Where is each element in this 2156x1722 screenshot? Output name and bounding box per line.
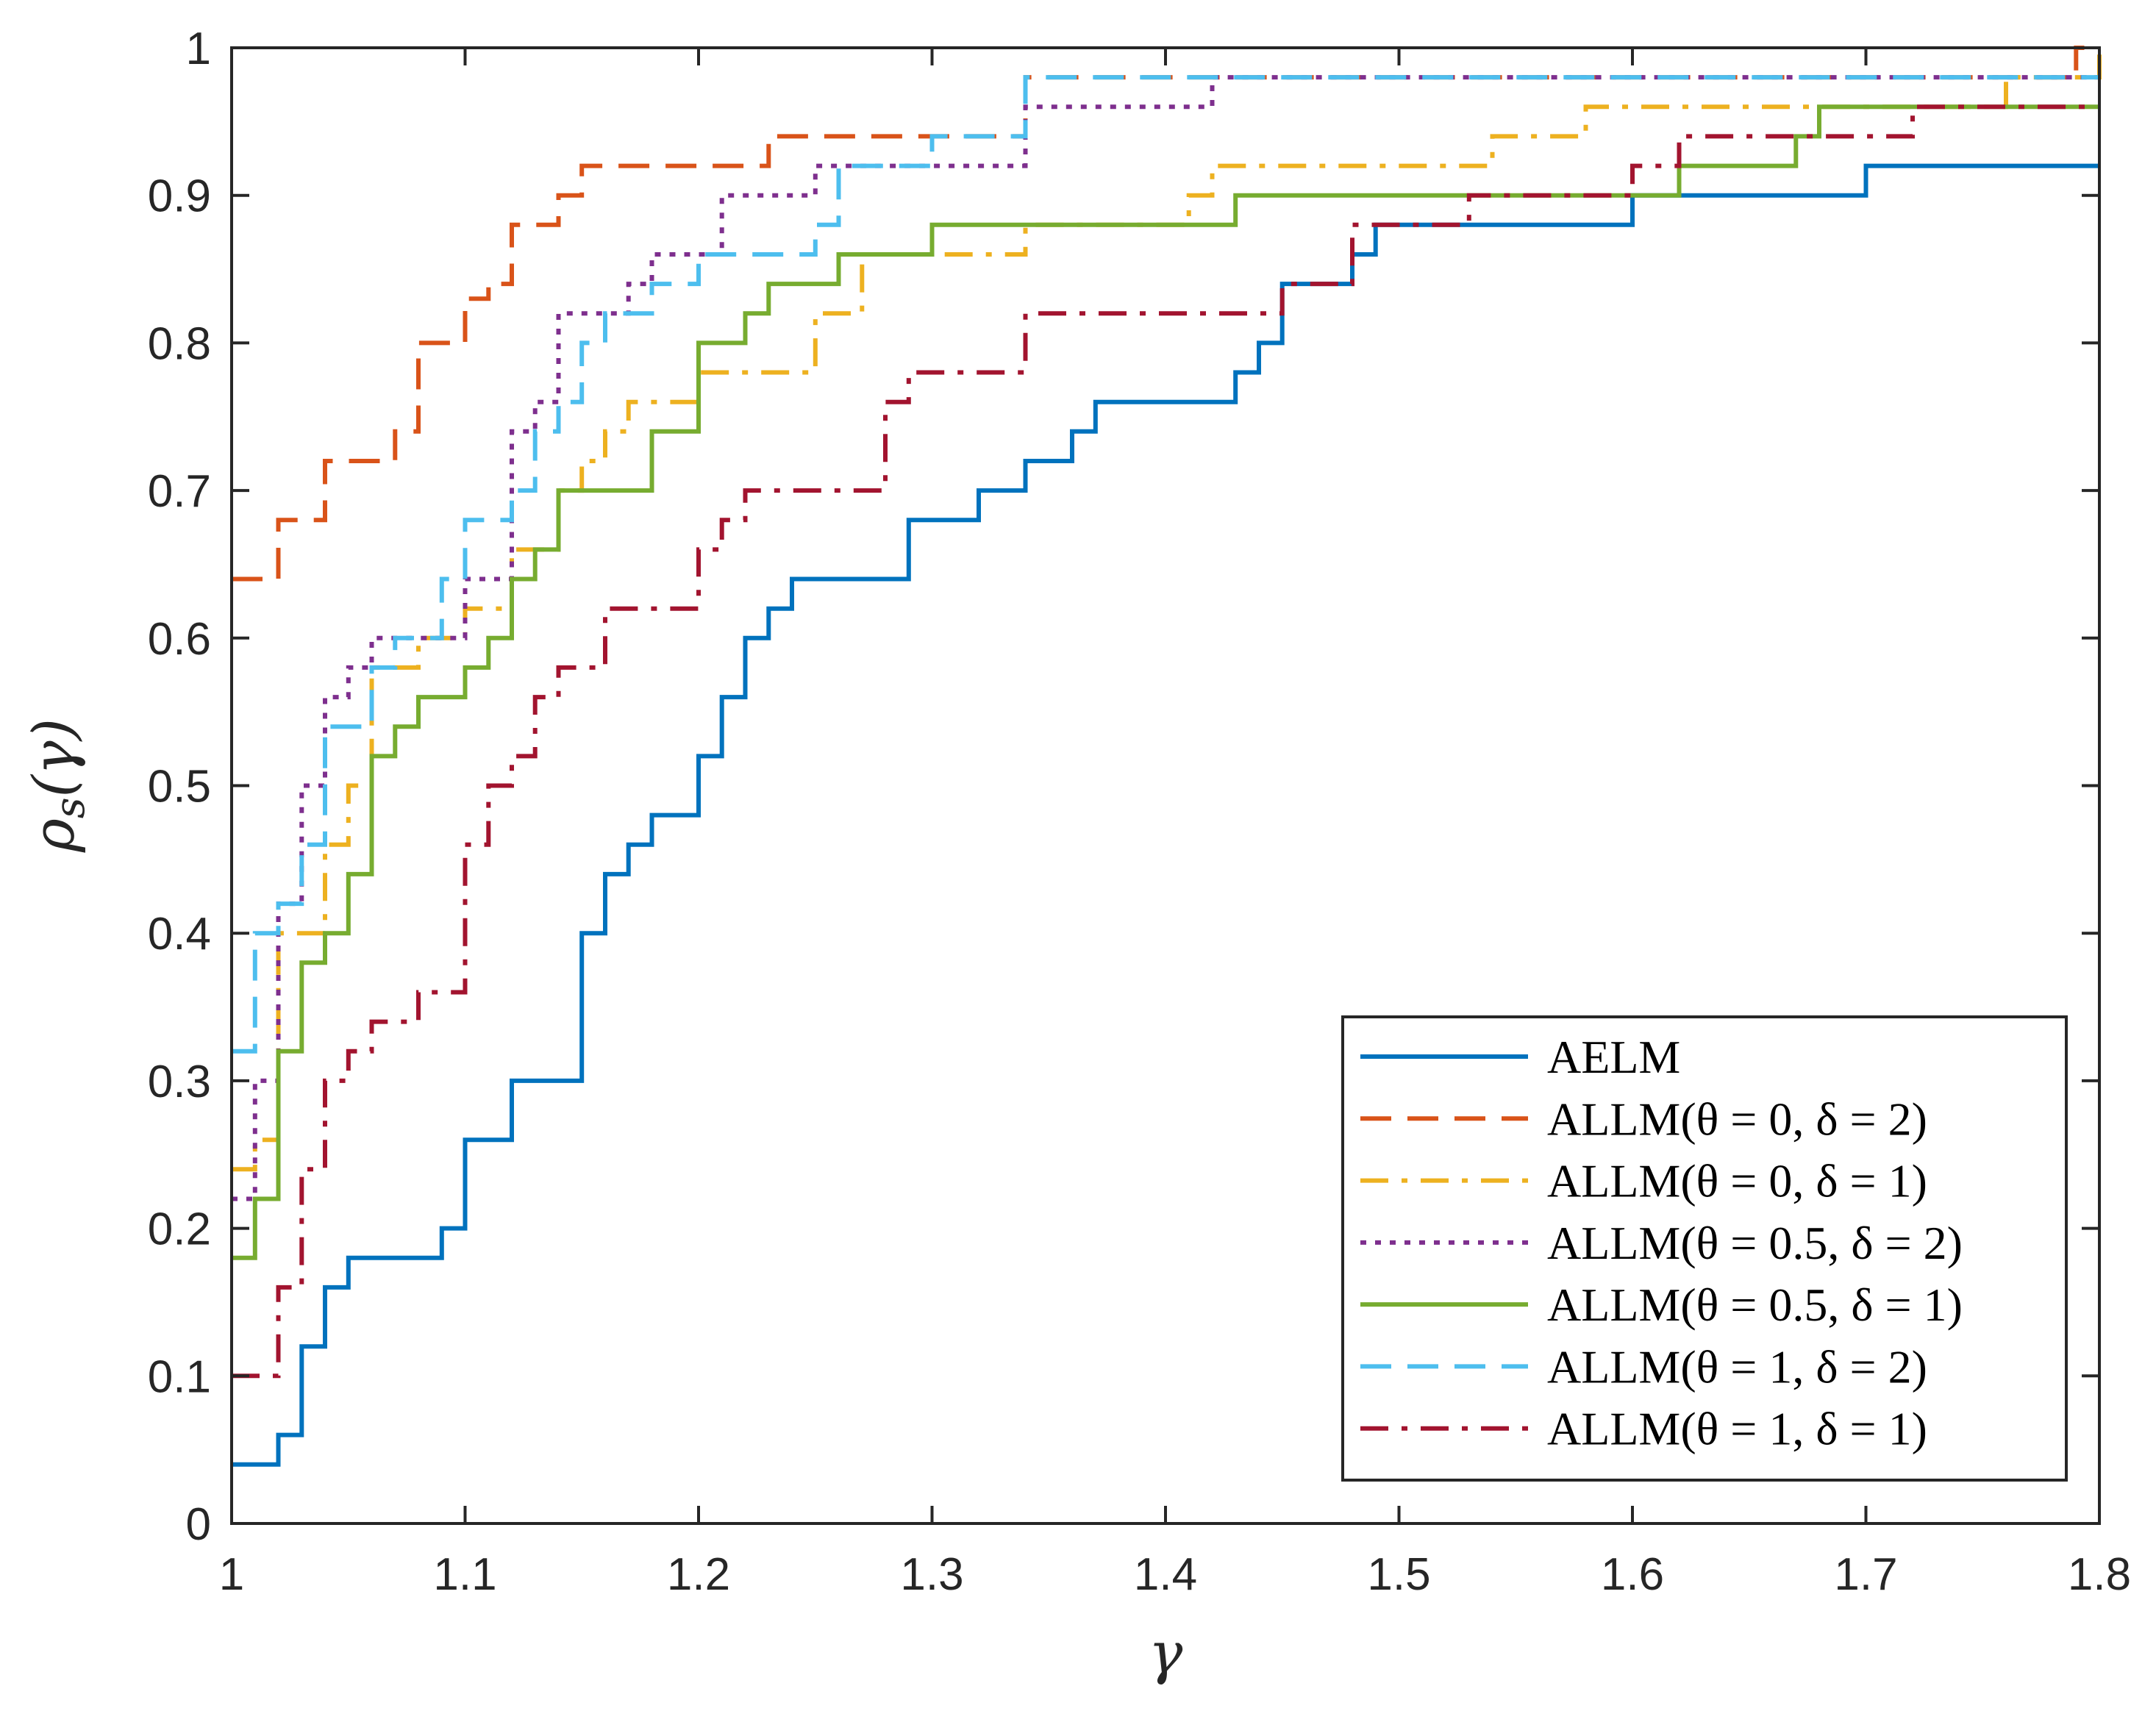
legend-label-4: ALLM(θ = 0.5, δ = 2) (1547, 1217, 1963, 1269)
legend-label-5: ALLM(θ = 0.5, δ = 1) (1547, 1279, 1963, 1331)
y-tick-label: 0.2 (148, 1204, 211, 1255)
x-tick-label: 1.4 (1134, 1549, 1197, 1600)
x-tick-label: 1.3 (900, 1549, 963, 1600)
y-tick-label: 0.5 (148, 762, 211, 812)
series-line-5 (232, 104, 2099, 1260)
x-tick-label: 1 (219, 1549, 244, 1600)
y-tick-label: 0.4 (148, 909, 211, 960)
y-tick-label: 0.8 (148, 318, 211, 369)
x-tick-label: 1.8 (2068, 1549, 2131, 1600)
y-tick-label: 0.1 (148, 1351, 211, 1402)
series-line-3 (232, 48, 2102, 1172)
y-tick-label: 1 (186, 24, 211, 74)
y-tick-label: 0.6 (148, 614, 211, 665)
x-tick-label: 1.7 (1834, 1549, 1897, 1600)
ticks-layer: 1 1.1 1.2 1.3 1.4 1.5 1.6 1.7 1.8 0 0.1 0.2 0.3 0.4 0.… (148, 24, 2131, 1600)
legend-label-1: AELM (1547, 1031, 1680, 1083)
y-tick-label: 0.3 (148, 1057, 211, 1107)
y-tick-label: 0.9 (148, 171, 211, 222)
x-tick-label: 1.6 (1601, 1549, 1664, 1600)
legend-label-7: ALLM(θ = 1, δ = 1) (1547, 1403, 1927, 1455)
y-axis-label: ρs(γ) (21, 718, 94, 853)
series-line-6 (232, 75, 2099, 1054)
x-tick-label: 1.2 (667, 1549, 730, 1600)
x-tick-label: 1.1 (433, 1549, 496, 1600)
legend-label-3: ALLM(θ = 0, δ = 1) (1547, 1155, 1927, 1207)
series-line-4 (232, 75, 2099, 1201)
series-line-7 (232, 104, 2099, 1379)
y-tick-label: 0 (186, 1499, 211, 1550)
legend-box (1341, 1015, 2068, 1482)
x-tick-label: 1.5 (1367, 1549, 1430, 1600)
y-tick-label: 0.7 (148, 466, 211, 517)
legend-label-2: ALLM(θ = 0, δ = 2) (1547, 1093, 1927, 1145)
series-layer (232, 46, 2102, 1467)
x-axis-label: γ (1149, 1621, 1183, 1687)
legend-label-6: ALLM(θ = 1, δ = 2) (1547, 1340, 1927, 1393)
legend: AELM ALLM(θ = 0, δ = 2) ALLM(θ = 0, δ = 1)… (1341, 1015, 2068, 1482)
